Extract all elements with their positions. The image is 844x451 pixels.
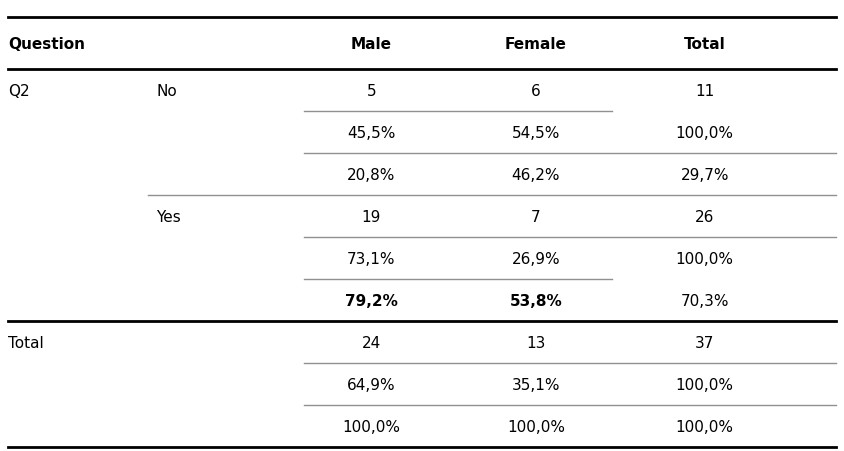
Text: 54,5%: 54,5%: [511, 125, 560, 140]
Text: Female: Female: [505, 37, 567, 51]
Text: 37: 37: [695, 335, 714, 350]
Text: 24: 24: [362, 335, 381, 350]
Text: 5: 5: [366, 83, 376, 98]
Text: 26,9%: 26,9%: [511, 251, 560, 266]
Text: 100,0%: 100,0%: [676, 419, 733, 434]
Text: 19: 19: [362, 209, 381, 224]
Text: 64,9%: 64,9%: [347, 377, 396, 392]
Text: 45,5%: 45,5%: [347, 125, 396, 140]
Text: 26: 26: [695, 209, 714, 224]
Text: 13: 13: [527, 335, 545, 350]
Text: 11: 11: [695, 83, 714, 98]
Text: 29,7%: 29,7%: [680, 167, 729, 182]
Text: Male: Male: [351, 37, 392, 51]
Text: 53,8%: 53,8%: [510, 293, 562, 308]
Text: 100,0%: 100,0%: [507, 419, 565, 434]
Text: Yes: Yes: [156, 209, 181, 224]
Text: Question: Question: [8, 37, 85, 51]
Text: No: No: [156, 83, 177, 98]
Text: 100,0%: 100,0%: [676, 125, 733, 140]
Text: 35,1%: 35,1%: [511, 377, 560, 392]
Text: 6: 6: [531, 83, 541, 98]
Text: 79,2%: 79,2%: [345, 293, 398, 308]
Text: 100,0%: 100,0%: [676, 377, 733, 392]
Text: 100,0%: 100,0%: [343, 419, 400, 434]
Text: Q2: Q2: [8, 83, 30, 98]
Text: 46,2%: 46,2%: [511, 167, 560, 182]
Text: 7: 7: [531, 209, 541, 224]
Text: 70,3%: 70,3%: [680, 293, 729, 308]
Text: 100,0%: 100,0%: [676, 251, 733, 266]
Text: Total: Total: [8, 335, 44, 350]
Text: Total: Total: [684, 37, 726, 51]
Text: 20,8%: 20,8%: [347, 167, 396, 182]
Text: 73,1%: 73,1%: [347, 251, 396, 266]
